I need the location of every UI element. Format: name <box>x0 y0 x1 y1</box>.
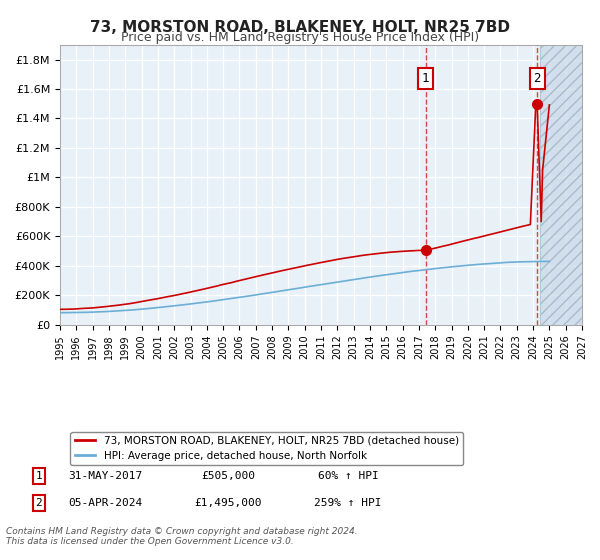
Text: Contains HM Land Registry data © Crown copyright and database right 2024.
This d: Contains HM Land Registry data © Crown c… <box>6 526 358 546</box>
Text: 60% ↑ HPI: 60% ↑ HPI <box>317 471 379 481</box>
Legend: 73, MORSTON ROAD, BLAKENEY, HOLT, NR25 7BD (detached house), HPI: Average price,: 73, MORSTON ROAD, BLAKENEY, HOLT, NR25 7… <box>70 432 463 465</box>
Text: Price paid vs. HM Land Registry's House Price Index (HPI): Price paid vs. HM Land Registry's House … <box>121 31 479 44</box>
Text: 2: 2 <box>35 498 43 508</box>
Text: 1: 1 <box>35 471 43 481</box>
Text: 31-MAY-2017: 31-MAY-2017 <box>68 471 142 481</box>
Text: 1: 1 <box>422 72 430 85</box>
Text: 259% ↑ HPI: 259% ↑ HPI <box>314 498 382 508</box>
Text: 2: 2 <box>533 72 541 85</box>
Text: 73, MORSTON ROAD, BLAKENEY, HOLT, NR25 7BD: 73, MORSTON ROAD, BLAKENEY, HOLT, NR25 7… <box>90 20 510 35</box>
Bar <box>540 45 582 325</box>
Text: £505,000: £505,000 <box>201 471 255 481</box>
Text: 05-APR-2024: 05-APR-2024 <box>68 498 142 508</box>
Text: £1,495,000: £1,495,000 <box>194 498 262 508</box>
Bar <box>540 45 582 325</box>
